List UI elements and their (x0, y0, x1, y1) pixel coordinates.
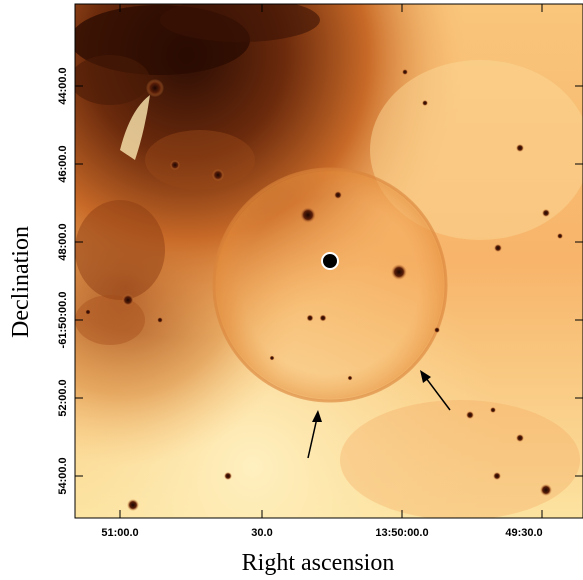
x-axis-title: Right ascension (242, 550, 395, 576)
x-tick-label: 30.0 (251, 527, 272, 539)
y-axis-title: Declination (8, 226, 34, 338)
plot-frame (74, 3, 583, 519)
point-sources (85, 69, 563, 511)
y-tick-label: 52:00.0 (57, 379, 69, 416)
x-tick-label: 51:00.0 (101, 527, 138, 539)
sky-image (75, 4, 583, 518)
central-source-marker (321, 252, 339, 270)
y-tick-label: 46:00.0 (57, 145, 69, 182)
y-tick-label: 54:00.0 (57, 457, 69, 494)
circular-shell (212, 167, 448, 403)
y-tick-label: 44:00.0 (57, 67, 69, 104)
arrow-1 (307, 410, 322, 459)
x-tick-label: 49:30.0 (505, 527, 542, 539)
tick-marks (75, 4, 583, 518)
y-tick-label: -61:50:00.0 (57, 292, 69, 349)
y-tick-label: 48:00.0 (57, 223, 69, 260)
arrow-2 (420, 370, 451, 411)
x-tick-label: 13:50:00.0 (375, 527, 428, 539)
